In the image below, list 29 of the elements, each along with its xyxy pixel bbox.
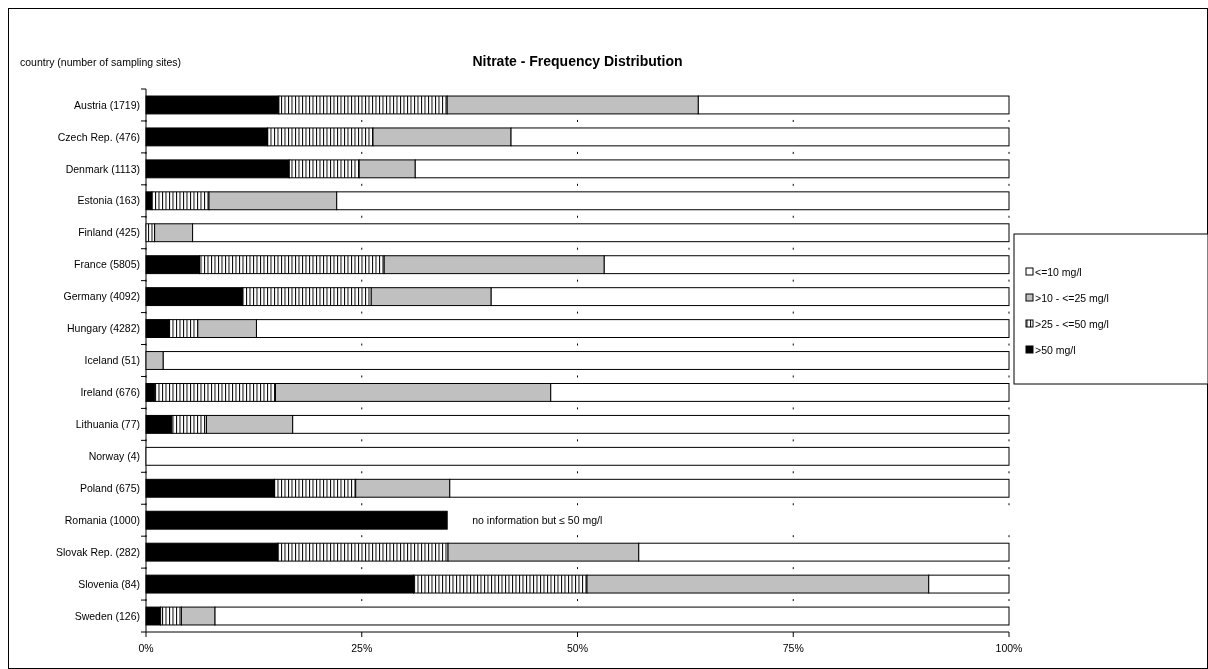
y-tick-label: Germany (4092): [63, 290, 140, 303]
x-tick-label: 75%: [782, 642, 804, 654]
y-tick-label: Finland (425): [78, 226, 140, 239]
y-tick-label: Czech Rep. (476): [57, 130, 140, 143]
y-tick-label: Austria (1719): [74, 98, 140, 111]
y-tick-label: Slovak Rep. (282): [55, 545, 140, 558]
x-tick-label: 100%: [995, 642, 1023, 654]
chart-title: Nitrate - Frequency Distribution: [472, 53, 683, 69]
x-tick-label: 25%: [351, 642, 373, 654]
y-tick-label: Estonia (163): [77, 194, 140, 207]
y-tick-label: Denmark (1113): [65, 162, 140, 175]
y-tick-label: Romania (1000): [64, 513, 140, 526]
y-tick-label: France (5805): [74, 258, 140, 271]
y-tick-label: Lithuania (77): [75, 418, 140, 431]
legend-label: >10 - <=25 mg/l: [1035, 291, 1109, 304]
y-axis-title: country (number of sampling sites): [20, 56, 182, 68]
y-tick-label: Slovenia (84): [78, 577, 140, 590]
y-tick-label: Sweden (126): [74, 609, 140, 622]
y-tick-label: Hungary (4282): [67, 322, 140, 335]
y-tick-label: Poland (675): [79, 481, 140, 494]
legend-label: <=10 mg/l: [1035, 265, 1082, 278]
y-tick-label: Norway (4): [88, 450, 140, 462]
annotation: no information but ≤ 50 mg/l: [472, 513, 603, 526]
x-tick-label: 50%: [566, 642, 589, 654]
legend-label: >50 mg/l: [1035, 343, 1076, 356]
x-tick-label: 0%: [138, 642, 154, 654]
y-tick-label: Ireland (676): [80, 386, 140, 399]
legend-label: >25 - <=50 mg/l: [1035, 317, 1109, 330]
y-tick-label: Iceland (51): [84, 354, 140, 367]
